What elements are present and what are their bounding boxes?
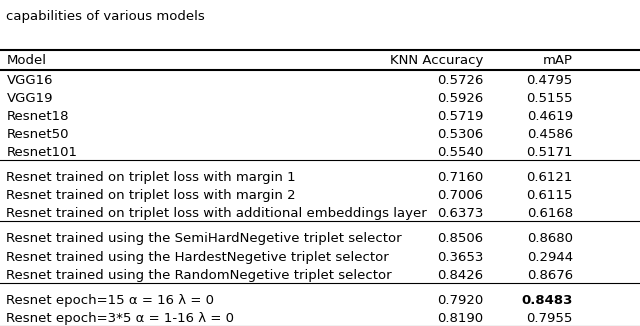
Text: 0.7006: 0.7006 [437,189,483,202]
Text: 0.2944: 0.2944 [527,250,573,263]
Text: 0.6121: 0.6121 [527,171,573,184]
Text: Resnet trained on triplet loss with additional embeddings layer: Resnet trained on triplet loss with addi… [6,207,427,220]
Text: Resnet50: Resnet50 [6,128,69,141]
Text: Resnet trained using the RandomNegetive triplet selector: Resnet trained using the RandomNegetive … [6,269,392,282]
Text: 0.8676: 0.8676 [527,269,573,282]
Text: 0.3653: 0.3653 [437,250,483,263]
Text: 0.5726: 0.5726 [437,74,483,86]
Text: 0.8426: 0.8426 [437,269,483,282]
Text: Model: Model [6,54,46,67]
Text: 0.6373: 0.6373 [437,207,483,220]
Text: 0.8190: 0.8190 [437,312,483,325]
Text: 0.5306: 0.5306 [437,128,483,141]
Text: 0.5719: 0.5719 [437,110,483,123]
Text: 0.7955: 0.7955 [527,312,573,325]
Text: 0.4619: 0.4619 [527,110,573,123]
Text: mAP: mAP [543,54,573,67]
Text: 0.7160: 0.7160 [437,171,483,184]
Text: 0.6115: 0.6115 [527,189,573,202]
Text: 0.6168: 0.6168 [527,207,573,220]
Text: KNN Accuracy: KNN Accuracy [390,54,483,67]
Text: Resnet101: Resnet101 [6,146,77,159]
Text: 0.4795: 0.4795 [527,74,573,86]
Text: 0.8483: 0.8483 [522,294,573,307]
Text: Resnet epoch=15 α = 16 λ = 0: Resnet epoch=15 α = 16 λ = 0 [6,294,214,307]
Text: 0.5171: 0.5171 [526,146,573,159]
Text: Resnet epoch=3*5 α = 1-16 λ = 0: Resnet epoch=3*5 α = 1-16 λ = 0 [6,312,234,325]
Text: 0.5926: 0.5926 [437,92,483,105]
Text: Resnet18: Resnet18 [6,110,69,123]
Text: 0.4586: 0.4586 [527,128,573,141]
Text: 0.8680: 0.8680 [527,232,573,245]
Text: Resnet trained on triplet loss with margin 2: Resnet trained on triplet loss with marg… [6,189,296,202]
Text: 0.7920: 0.7920 [437,294,483,307]
Text: Resnet trained on triplet loss with margin 1: Resnet trained on triplet loss with marg… [6,171,296,184]
Text: Resnet trained using the SemiHardNegetive triplet selector: Resnet trained using the SemiHardNegetiv… [6,232,402,245]
Text: VGG16: VGG16 [6,74,53,86]
Text: capabilities of various models: capabilities of various models [6,10,205,23]
Text: 0.8506: 0.8506 [437,232,483,245]
Text: 0.5155: 0.5155 [526,92,573,105]
Text: VGG19: VGG19 [6,92,53,105]
Text: 0.5540: 0.5540 [437,146,483,159]
Text: Resnet trained using the HardestNegetive triplet selector: Resnet trained using the HardestNegetive… [6,250,389,263]
